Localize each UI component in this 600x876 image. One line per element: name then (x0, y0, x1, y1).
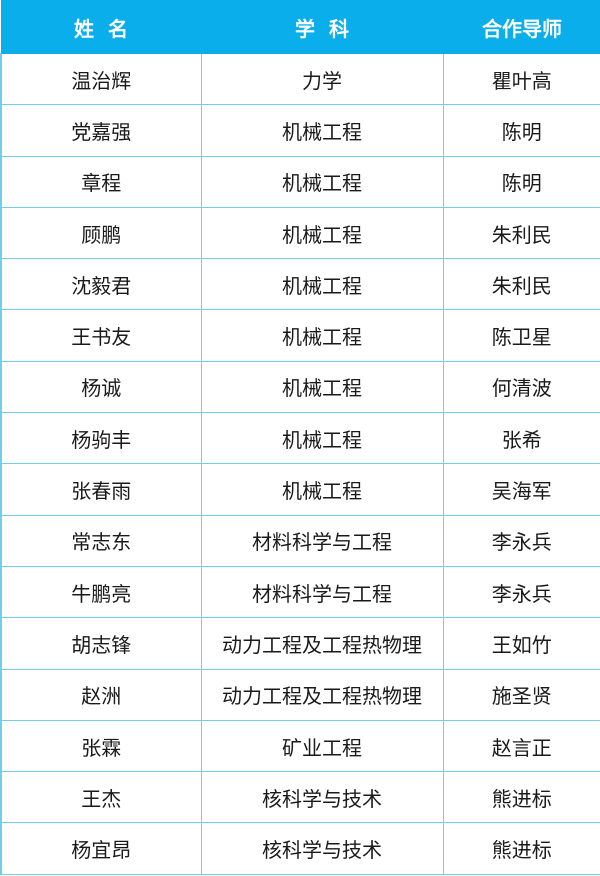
header-name: 姓 名 (1, 0, 201, 54)
cell-subject: 核科学与技术 (200, 771, 444, 824)
cell-name: 杨宜昂 (0, 822, 202, 875)
cell-advisor: 熊进标 (442, 822, 600, 875)
header-subject: 学 科 (201, 0, 443, 54)
cell-advisor: 陈明 (442, 104, 600, 157)
cell-subject: 材料科学与工程 (200, 514, 444, 567)
cell-advisor: 王如竹 (442, 617, 600, 670)
table-row: 杨诚 机械工程 何清波 (0, 360, 600, 414)
cell-name: 王杰 (0, 771, 202, 824)
cell-subject: 机械工程 (200, 104, 444, 157)
cell-name: 温治辉 (0, 52, 202, 106)
cell-name: 赵洲 (0, 668, 202, 721)
table-row: 温治辉 力学 瞿叶高 (0, 52, 600, 106)
cell-name: 王书友 (0, 309, 202, 362)
cell-subject: 机械工程 (200, 412, 444, 465)
table-row: 沈毅君 机械工程 朱利民 (0, 258, 600, 311)
table-row: 胡志锋 动力工程及工程热物理 王如竹 (0, 617, 600, 670)
cell-subject: 机械工程 (200, 360, 444, 414)
cell-advisor: 何清波 (442, 360, 600, 414)
header-row: 姓 名 学 科 合作导师 (1, 0, 600, 54)
cell-subject: 机械工程 (200, 155, 444, 208)
cell-name: 党嘉强 (0, 104, 202, 157)
table-row: 张霖 矿业工程 赵言正 (0, 719, 600, 773)
cell-name: 牛鹏亮 (0, 565, 202, 619)
table-row: 章程 机械工程 陈明 (0, 155, 600, 208)
header-advisor: 合作导师 (443, 0, 600, 54)
cell-advisor: 陈明 (442, 155, 600, 208)
cell-subject: 机械工程 (200, 206, 444, 260)
cell-name: 胡志锋 (0, 617, 202, 670)
cell-subject: 机械工程 (200, 463, 444, 516)
cell-advisor: 赵言正 (442, 719, 600, 773)
cell-name: 章程 (0, 155, 202, 208)
cell-subject: 力学 (200, 52, 444, 106)
cell-subject: 机械工程 (200, 258, 444, 311)
cell-advisor: 张希 (442, 412, 600, 465)
table-row: 党嘉强 机械工程 陈明 (0, 104, 600, 157)
cell-advisor: 熊进标 (442, 771, 600, 824)
table-row: 常志东 材料科学与工程 李永兵 (0, 514, 600, 567)
cell-name: 杨诚 (0, 360, 202, 414)
cell-name: 沈毅君 (0, 258, 202, 311)
cell-subject: 动力工程及工程热物理 (200, 668, 444, 721)
cell-subject: 核科学与技术 (200, 822, 444, 875)
cell-subject: 矿业工程 (200, 719, 444, 773)
cell-advisor: 朱利民 (442, 206, 600, 260)
cell-advisor: 瞿叶高 (442, 52, 600, 106)
cell-advisor: 陈卫星 (442, 309, 600, 362)
table-row: 顾鹏 机械工程 朱利民 (0, 206, 600, 260)
table-row: 赵洲 动力工程及工程热物理 施圣贤 (0, 668, 600, 721)
table-row: 杨宜昂 核科学与技术 熊进标 (0, 822, 600, 875)
table-row: 杨驹丰 机械工程 张希 (0, 412, 600, 465)
cell-advisor: 李永兵 (442, 514, 600, 567)
cell-name: 张春雨 (0, 463, 202, 516)
cell-name: 常志东 (0, 514, 202, 567)
cell-subject: 动力工程及工程热物理 (200, 617, 444, 670)
cell-subject: 机械工程 (200, 309, 444, 362)
cell-name: 张霖 (0, 719, 202, 773)
cell-name: 顾鹏 (0, 206, 202, 260)
cell-advisor: 吴海军 (442, 463, 600, 516)
table-row: 张春雨 机械工程 吴海军 (0, 463, 600, 516)
cell-advisor: 李永兵 (442, 565, 600, 619)
cell-advisor: 朱利民 (442, 258, 600, 311)
table-row: 王书友 机械工程 陈卫星 (0, 309, 600, 362)
cell-name: 杨驹丰 (0, 412, 202, 465)
table-row: 牛鹏亮 材料科学与工程 李永兵 (0, 565, 600, 619)
cell-advisor: 施圣贤 (442, 668, 600, 721)
cell-subject: 材料科学与工程 (200, 565, 444, 619)
table-row: 王杰 核科学与技术 熊进标 (0, 771, 600, 824)
